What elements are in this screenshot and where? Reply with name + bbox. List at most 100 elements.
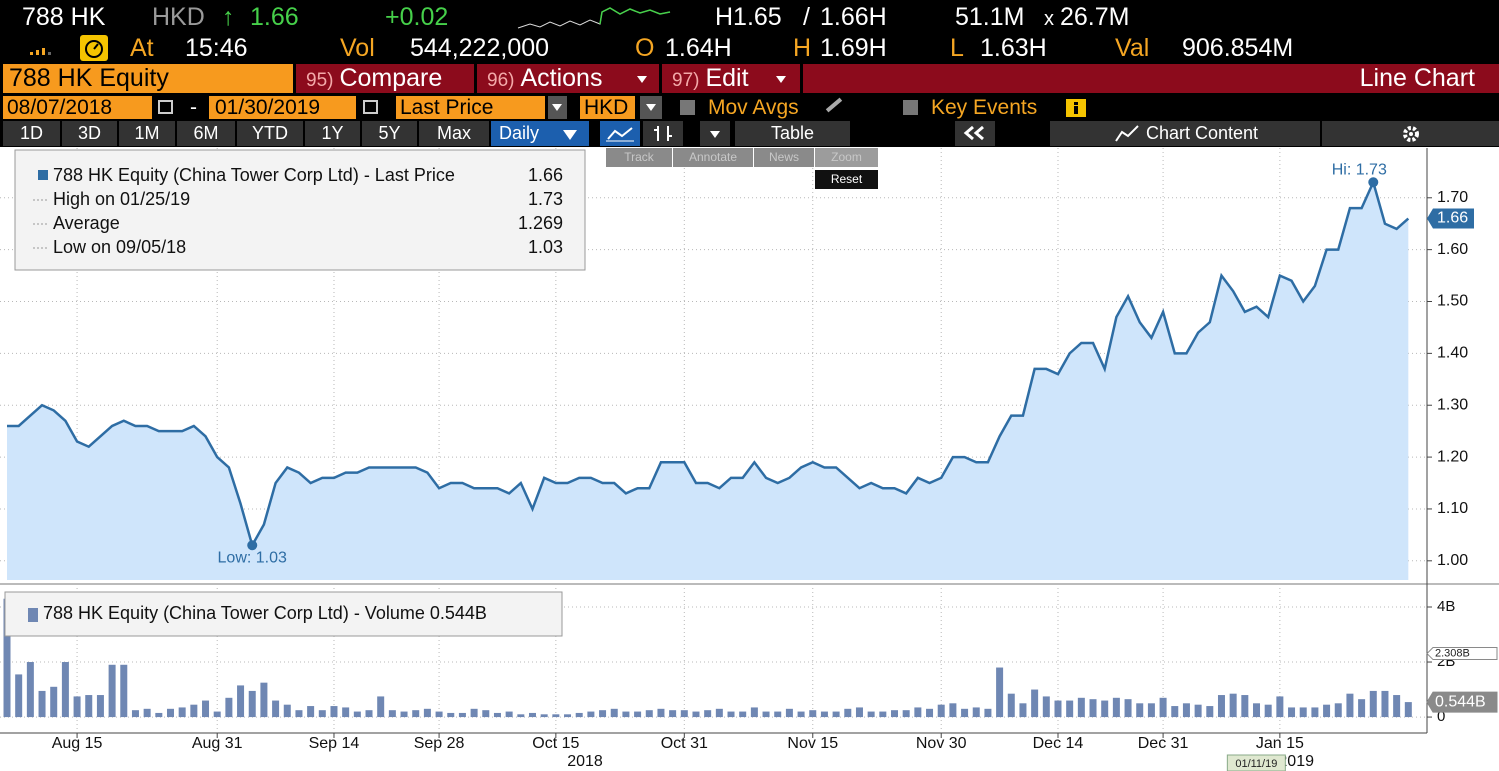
volume-bar xyxy=(867,711,875,718)
range-tab[interactable]: 5Y xyxy=(362,121,417,146)
legend-value: 0.544B xyxy=(430,603,487,623)
volume-bar xyxy=(15,674,23,718)
crosshair-tag xyxy=(1226,754,1286,771)
volume-bar xyxy=(96,695,104,718)
calendar-icon[interactable] xyxy=(158,100,173,114)
x-tick-label: Sep 14 xyxy=(309,735,360,752)
volume-bar xyxy=(996,667,1004,718)
ticker: 788 HK xyxy=(22,3,106,31)
bid-size: 51.1M xyxy=(955,3,1025,31)
range-tab[interactable]: 6M xyxy=(177,121,235,146)
menu-button[interactable]: 97) Edit xyxy=(662,64,800,93)
table-button[interactable]: Table xyxy=(735,121,850,146)
tool-button[interactable]: Annotate xyxy=(673,148,753,167)
legend-title: 788 HK Equity (China Tower Corp Ltd) - L… xyxy=(53,165,455,185)
extreme-point xyxy=(1368,177,1379,188)
currency-select[interactable]: HKD xyxy=(580,96,635,119)
info-icon[interactable] xyxy=(1066,99,1086,117)
tool-button[interactable]: Track xyxy=(606,148,672,167)
volume-bar xyxy=(143,708,151,718)
volume-bar xyxy=(85,695,93,718)
range-tab[interactable]: 1D xyxy=(3,121,60,146)
volume-bar xyxy=(470,708,478,718)
label: Vol xyxy=(340,34,375,62)
line-style-button[interactable] xyxy=(600,121,640,146)
range-tab[interactable]: Max xyxy=(419,121,489,146)
menu-button[interactable]: 96) Actions xyxy=(477,64,659,93)
x-tick-label: Sep 28 xyxy=(414,735,465,752)
open: 1.64H xyxy=(665,34,732,62)
checkbox[interactable] xyxy=(903,100,918,115)
volume-bar xyxy=(50,686,58,718)
volume-bar xyxy=(715,708,723,718)
x-tick-label: Nov 30 xyxy=(916,735,967,752)
direction: ↑ xyxy=(222,3,235,31)
calendar-icon[interactable] xyxy=(363,100,378,114)
volume-bar xyxy=(1299,707,1307,718)
volume-bar xyxy=(1311,707,1319,718)
legend-title: 788 HK Equity (China Tower Corp Ltd) - V… xyxy=(43,603,487,623)
tool-button[interactable]: Zoom xyxy=(815,148,878,167)
dropdown[interactable] xyxy=(548,96,567,119)
volume-bar xyxy=(108,664,116,718)
volume-bar xyxy=(213,711,221,718)
volume-bar xyxy=(120,664,128,718)
style-dropdown[interactable] xyxy=(700,121,730,146)
volume-bar xyxy=(727,711,735,718)
x-tick-label: Jan 15 xyxy=(1256,735,1304,752)
volume-bar xyxy=(131,710,139,718)
dropdown[interactable] xyxy=(640,96,662,119)
volume-bar xyxy=(1159,697,1167,718)
legend: 788 HK Equity (China Tower Corp Ltd) - V… xyxy=(4,591,563,637)
volume-bar xyxy=(1031,689,1039,718)
range-tab[interactable]: 3D xyxy=(62,121,117,146)
legend-box xyxy=(4,591,563,637)
settings-button[interactable] xyxy=(1322,121,1499,146)
last-price: 1.66 xyxy=(250,3,299,31)
chart-content-button[interactable]: Chart Content xyxy=(1050,121,1320,146)
end-date[interactable]: 01/30/2019 xyxy=(209,96,356,119)
size-separator: x xyxy=(1044,8,1054,30)
volume-bar xyxy=(855,707,863,718)
reset-button[interactable]: Reset xyxy=(815,170,878,189)
tool-button[interactable]: News xyxy=(754,148,814,167)
volume-bar xyxy=(190,704,198,718)
volume-bar xyxy=(493,712,501,718)
bar-icon xyxy=(654,126,672,141)
start-date[interactable]: 08/07/2018 xyxy=(3,96,152,119)
field-select[interactable]: Last Price xyxy=(396,96,545,119)
volume-bar xyxy=(1346,693,1354,718)
security-field[interactable]: 788 HK Equity xyxy=(3,64,293,93)
range-tab[interactable]: 1M xyxy=(119,121,175,146)
volume-bar xyxy=(423,708,431,718)
y-tick-label: 1.50 xyxy=(1437,293,1468,310)
volume-bar xyxy=(353,711,361,718)
legend-swatch xyxy=(38,170,48,180)
checkbox[interactable] xyxy=(680,100,695,115)
period-label: Daily xyxy=(499,123,540,143)
volume-bar xyxy=(774,711,782,718)
currency: HKD xyxy=(152,3,205,31)
volume-bar xyxy=(1042,696,1050,718)
x-tick-label: Nov 15 xyxy=(787,735,838,752)
volume-bar xyxy=(1369,690,1377,718)
volume-bar xyxy=(1381,690,1389,718)
high: 1.69H xyxy=(820,34,887,62)
volume-bar xyxy=(1182,703,1190,718)
volume-bar xyxy=(1194,704,1202,718)
volume-bar xyxy=(540,714,548,718)
bar-style-button[interactable] xyxy=(643,121,683,146)
volume-bar xyxy=(1066,700,1074,718)
price-area xyxy=(7,182,1409,580)
extreme-point xyxy=(247,540,258,551)
volume-bar xyxy=(1217,695,1225,718)
range-tab[interactable]: 1Y xyxy=(305,121,360,146)
range-tab[interactable]: YTD xyxy=(237,121,303,146)
label: O xyxy=(635,34,655,62)
menu-button[interactable]: 95) Compare xyxy=(296,64,474,93)
collapse-button[interactable] xyxy=(955,121,995,146)
volume-bar xyxy=(505,711,513,718)
volume-bar xyxy=(1019,703,1027,718)
period-select[interactable]: Daily xyxy=(491,121,589,146)
